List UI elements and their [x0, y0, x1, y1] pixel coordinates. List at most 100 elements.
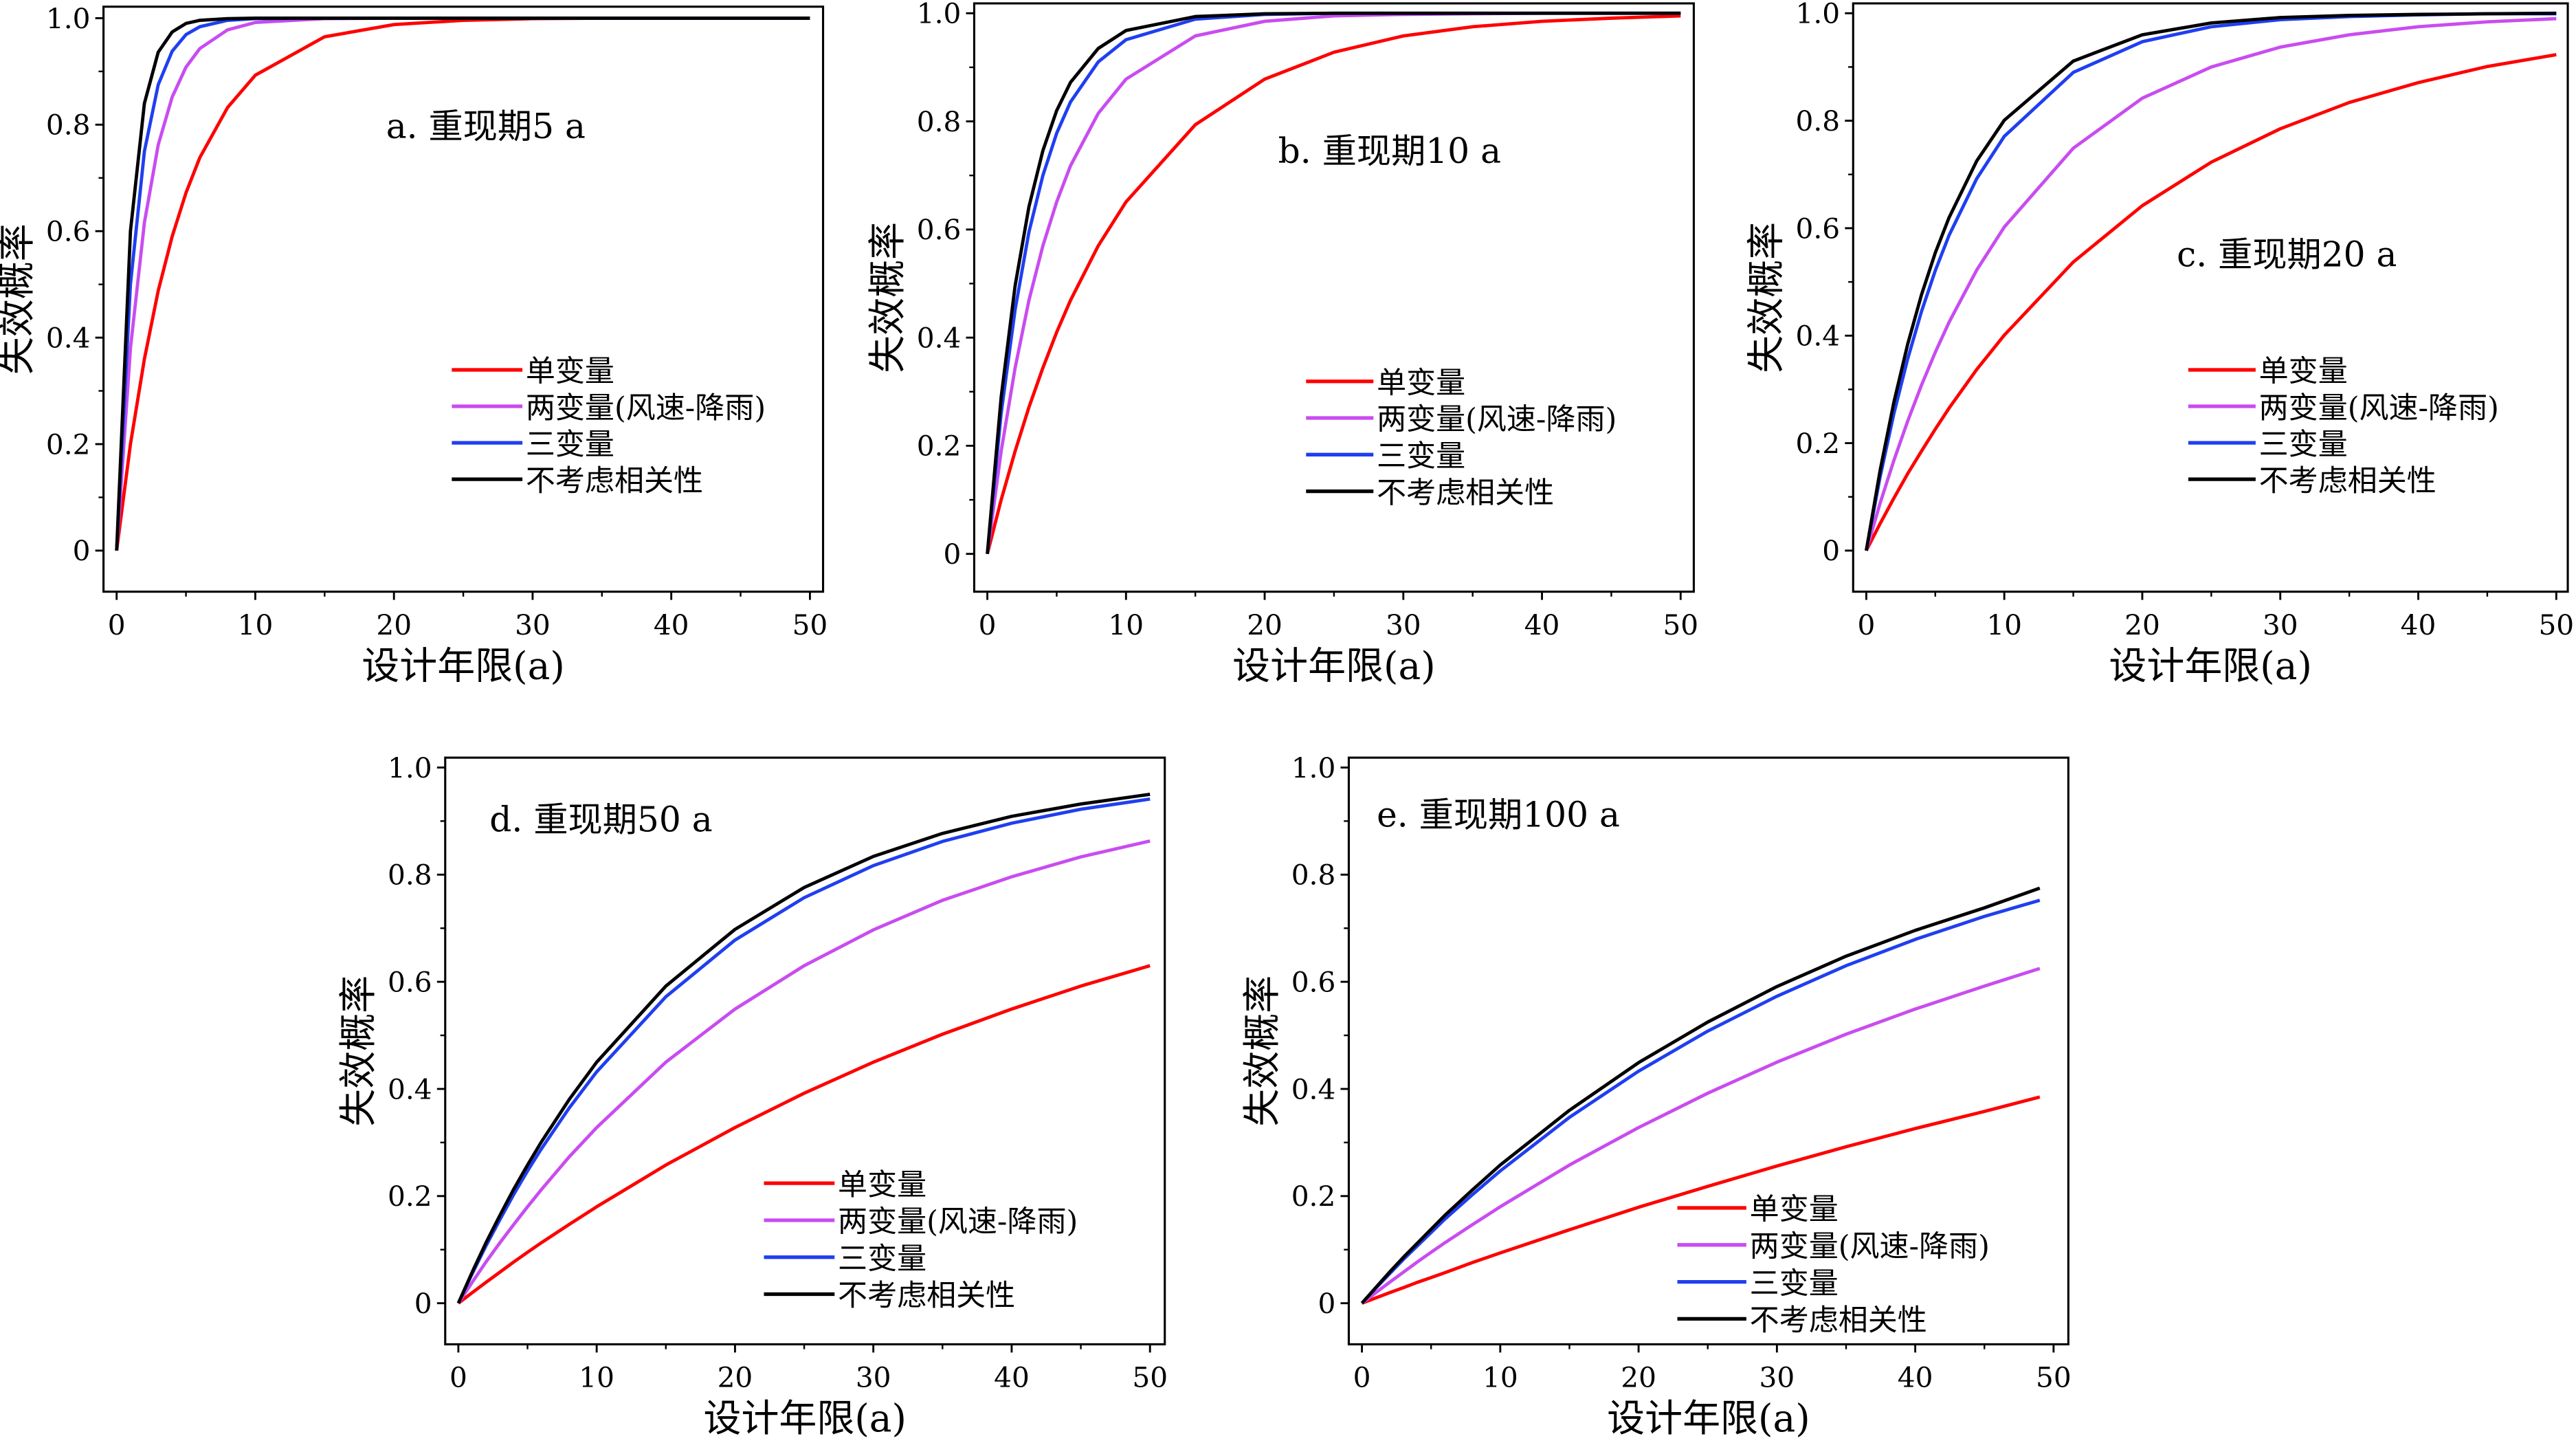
- legend-label: 两变量(风速-降雨): [526, 391, 766, 426]
- y-tick-label: 0.6: [1291, 965, 1336, 998]
- y-tick-label: 0.4: [917, 321, 962, 354]
- x-tick-label: 50: [1663, 608, 1698, 641]
- legend-label: 三变量: [1377, 439, 1465, 474]
- x-tick-label: 10: [238, 608, 274, 641]
- x-tick-label: 50: [792, 608, 828, 641]
- legend-label: 三变量: [526, 428, 614, 462]
- x-tick-label: 10: [1986, 608, 2022, 641]
- x-tick-label: 0: [1353, 1361, 1371, 1394]
- y-axis-label: 失效概率: [1240, 976, 1284, 1127]
- chart-title: d. 重现期50 a: [489, 800, 712, 840]
- y-axis-label: 失效概率: [336, 976, 380, 1127]
- legend-label: 单变量: [1750, 1193, 1839, 1227]
- series-line-0: [457, 964, 1151, 1305]
- x-tick-label: 0: [108, 608, 126, 641]
- y-axis-label: 失效概率: [1744, 222, 1788, 373]
- x-tick-label: 20: [376, 608, 412, 641]
- x-tick-label: 10: [1108, 608, 1144, 641]
- legend-label: 两变量(风速-降雨): [1377, 403, 1617, 437]
- x-tick-label: 20: [718, 1361, 753, 1394]
- chart-title: c. 重现期20 a: [2177, 234, 2397, 274]
- series-line-0: [1865, 53, 2557, 551]
- x-tick-label: 50: [1132, 1361, 1168, 1394]
- x-tick-label: 0: [979, 608, 997, 641]
- y-tick-label: 0.2: [1796, 427, 1841, 460]
- chart-panel-a: 0 10 20 30 40 50 0 0.2 0.4 0.6 0.8 1.0 设计年限(a) 失效概率 a.…: [0, 2, 828, 688]
- y-tick-label: 1.0: [1291, 751, 1336, 784]
- legend-label: 单变量: [2259, 355, 2348, 389]
- series-line-3: [1865, 11, 2557, 551]
- series-line-2: [115, 16, 810, 551]
- series-line-0: [1361, 1095, 2041, 1305]
- plot-frame: [102, 5, 825, 593]
- y-tick-label: 0.2: [1291, 1180, 1336, 1213]
- y-tick-label: 0.8: [46, 109, 91, 142]
- x-axis-label: 设计年限(a): [703, 1396, 907, 1440]
- chart-title: e. 重现期100 a: [1377, 794, 1620, 835]
- series-line-3: [115, 16, 810, 551]
- y-tick-label: 0: [1822, 534, 1840, 567]
- x-tick-label: 40: [1898, 1361, 1933, 1394]
- legend-label: 三变量: [838, 1242, 926, 1276]
- series-line-0: [986, 14, 1681, 555]
- x-tick-label: 20: [1247, 608, 1283, 641]
- legend-label: 单变量: [526, 355, 614, 389]
- x-tick-label: 30: [1759, 1361, 1795, 1394]
- series-line-0: [115, 16, 810, 551]
- y-axis-label: 失效概率: [0, 223, 38, 375]
- x-axis-label: 设计年限(a): [2109, 643, 2312, 687]
- x-tick-label: 30: [2263, 608, 2298, 641]
- x-tick-label: 30: [1386, 608, 1421, 641]
- x-tick-label: 30: [856, 1361, 891, 1394]
- chart-panel-b: 0 10 20 30 40 50 0 0.2 0.4 0.6 0.8 1.0 设计年限(a) 失效概率 b.…: [865, 0, 1698, 687]
- y-tick-label: 0.6: [46, 215, 91, 248]
- x-tick-label: 40: [654, 608, 689, 641]
- y-tick-label: 0: [73, 534, 91, 567]
- plot-frame: [973, 2, 1695, 593]
- y-tick-label: 0.2: [46, 428, 91, 461]
- y-tick-label: 0: [414, 1287, 432, 1320]
- y-tick-label: 0.6: [1796, 212, 1841, 245]
- legend-label: 不考虑相关性: [526, 464, 703, 498]
- series-line-1: [1865, 16, 2557, 551]
- x-tick-label: 50: [2538, 608, 2574, 641]
- y-tick-label: 0.8: [1796, 104, 1841, 137]
- x-tick-label: 20: [1621, 1361, 1656, 1394]
- legend-label: 三变量: [2259, 428, 2348, 462]
- y-tick-label: 0.2: [917, 430, 962, 463]
- series-line-1: [456, 839, 1151, 1304]
- series-line-1: [1361, 967, 2041, 1305]
- legend-label: 两变量(风速-降雨): [1750, 1230, 1990, 1264]
- x-tick-label: 10: [579, 1361, 614, 1394]
- x-tick-label: 0: [1857, 608, 1875, 641]
- legend-label: 两变量(风速-降雨): [2259, 391, 2499, 426]
- y-tick-label: 0.2: [388, 1180, 432, 1213]
- y-tick-label: 1.0: [917, 0, 962, 30]
- legend-label: 单变量: [838, 1168, 926, 1202]
- x-tick-label: 0: [449, 1361, 467, 1394]
- y-tick-label: 0.8: [917, 105, 962, 138]
- x-tick-label: 40: [2401, 608, 2436, 641]
- legend-label: 两变量(风速-降雨): [838, 1205, 1078, 1240]
- series-line-1: [115, 16, 810, 551]
- chart-panel-e: 0 10 20 30 40 50 0 0.2 0.4 0.6 0.8 1.0 设计年限(a) 失效概率 e.…: [1240, 751, 2072, 1440]
- series-line-1: [986, 11, 1681, 555]
- y-tick-label: 0.4: [46, 321, 91, 354]
- y-tick-label: 0.8: [388, 859, 432, 892]
- legend-label: 不考虑相关性: [2259, 464, 2436, 498]
- y-tick-label: 0: [943, 538, 961, 571]
- x-tick-label: 30: [515, 608, 551, 641]
- legend-label: 不考虑相关性: [1377, 476, 1554, 510]
- x-tick-label: 40: [1524, 608, 1560, 641]
- chart-title: a. 重现期5 a: [386, 106, 586, 146]
- y-tick-label: 0: [1318, 1287, 1335, 1320]
- legend-label: 三变量: [1750, 1266, 1839, 1301]
- legend-label: 单变量: [1377, 366, 1465, 400]
- x-tick-label: 10: [1483, 1361, 1518, 1394]
- y-tick-label: 1.0: [1796, 0, 1841, 30]
- x-axis-label: 设计年限(a): [1607, 1396, 1810, 1440]
- y-tick-label: 0.8: [1291, 859, 1336, 892]
- x-axis-label: 设计年限(a): [1232, 643, 1436, 687]
- y-tick-label: 1.0: [388, 751, 432, 784]
